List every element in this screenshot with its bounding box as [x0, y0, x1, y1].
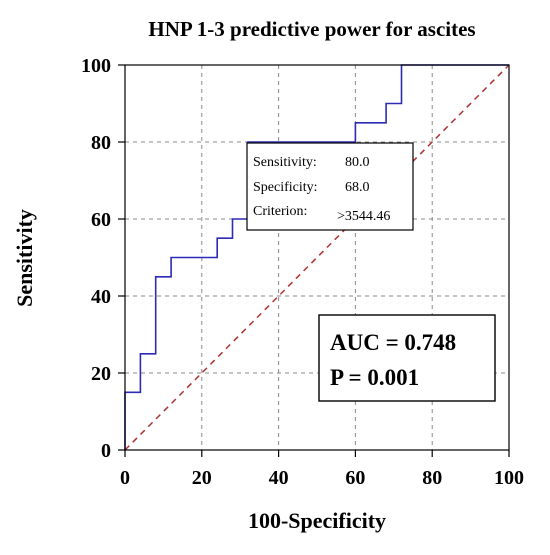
y-axis-label: Sensitivity	[12, 209, 37, 307]
p-value: P = 0.001	[330, 365, 419, 390]
y-tick-label: 20	[91, 363, 111, 385]
axis-ticks	[118, 64, 510, 457]
auc-stats-box: AUC = 0.748 P = 0.001	[318, 314, 496, 402]
y-tick-label: 40	[91, 286, 111, 308]
roc-curve	[124, 64, 509, 450]
y-tick-label: 80	[91, 132, 111, 154]
tooltip-criterion-value: >3544.46	[337, 209, 390, 224]
tooltip-specificity-label: Specificity:	[253, 180, 318, 195]
x-tick-label: 20	[192, 467, 212, 489]
criterion-tooltip: Sensitivity: 80.0 Specificity: 68.0 Crit…	[246, 142, 414, 231]
tooltip-specificity-value: 68.0	[345, 180, 370, 195]
tooltip-criterion-label: Criterion:	[253, 204, 307, 219]
auc-value: AUC = 0.748	[330, 330, 456, 355]
tooltip-sensitivity-value: 80.0	[345, 155, 370, 170]
chart-title: HNP 1-3 predictive power for ascites	[148, 17, 475, 41]
tooltip-sensitivity-label: Sensitivity:	[253, 155, 317, 170]
tick-labels: 0 20 40 60 80 100 0 20 40 60 80 100	[81, 55, 524, 489]
x-tick-label: 100	[494, 467, 524, 489]
reference-diagonal-line	[124, 64, 510, 451]
y-tick-label: 0	[101, 440, 111, 462]
x-axis-label: 100-Specificity	[248, 508, 386, 533]
x-tick-label: 60	[345, 467, 365, 489]
plot-frame	[124, 64, 510, 451]
y-tick-label: 60	[91, 209, 111, 231]
x-tick-label: 40	[269, 467, 289, 489]
x-tick-label: 80	[422, 467, 442, 489]
y-tick-label: 100	[81, 55, 111, 77]
x-tick-label: 0	[120, 467, 130, 489]
